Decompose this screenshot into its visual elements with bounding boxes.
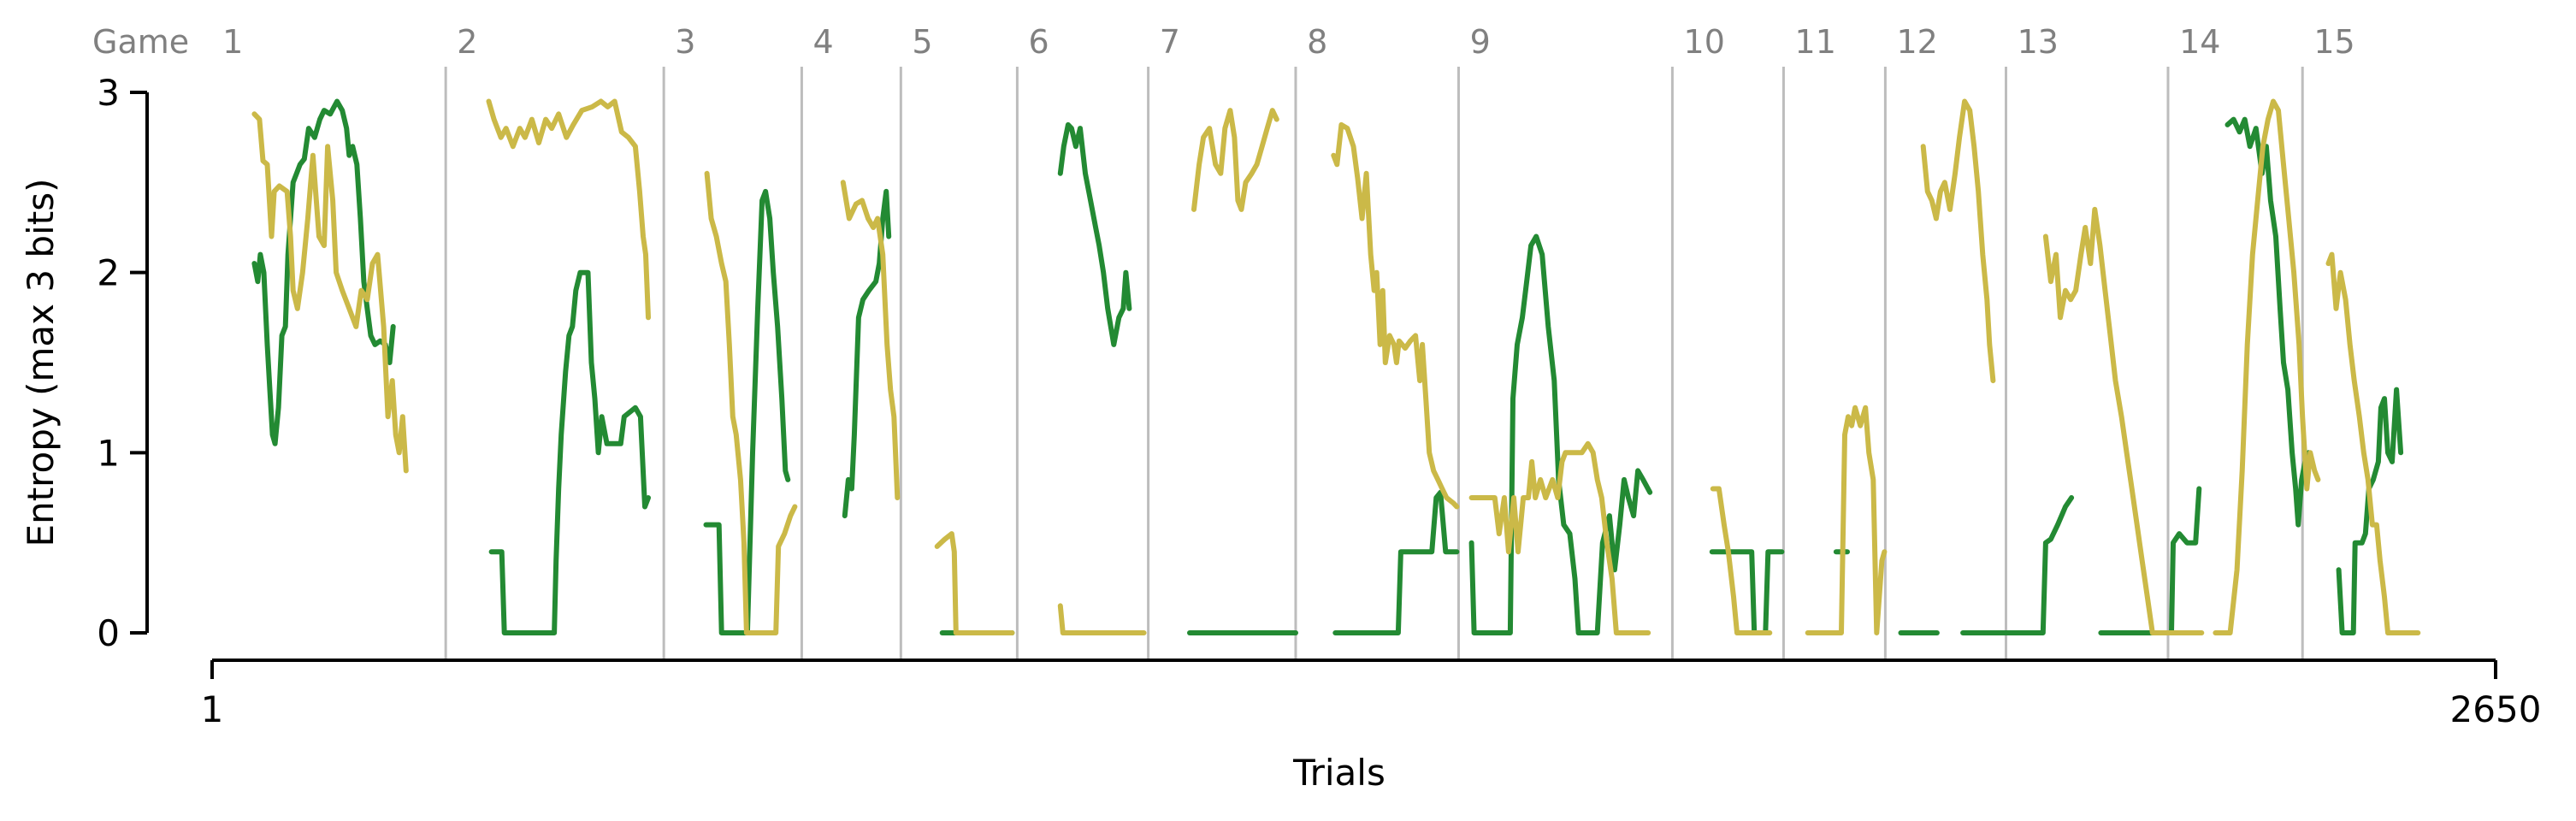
yellow-series-segment-5 xyxy=(934,531,1015,635)
green-series-segment-8 xyxy=(1332,489,1460,635)
yellow-series-segment-2 xyxy=(486,98,651,321)
game-label-11: 11 xyxy=(1795,23,1836,61)
green-series-segment-2 xyxy=(488,269,651,635)
green-series-segment-4 xyxy=(842,188,892,519)
game-label-6: 6 xyxy=(1029,23,1049,61)
green-series-segment-10 xyxy=(1709,549,1785,635)
x-tick-label-1: 1 xyxy=(201,688,224,730)
x-tick-label-2650: 2650 xyxy=(2450,688,2542,730)
game-label-3: 3 xyxy=(675,23,695,61)
green-series-segment-15 xyxy=(2224,116,2312,528)
game-label-2: 2 xyxy=(457,23,477,61)
yellow-series-segment-11 xyxy=(1805,405,1888,635)
game-header-label: Game xyxy=(92,23,189,61)
yellow-series-segment-8 xyxy=(1331,121,1460,510)
green-series-segment-3 xyxy=(703,188,791,635)
yellow-series-segment-15 xyxy=(2325,251,2421,635)
yellow-series-segment-4 xyxy=(840,180,901,500)
yellow-series-segment-13 xyxy=(2042,206,2205,635)
game-label-10: 10 xyxy=(1684,23,1725,61)
yellow-series-segment-3 xyxy=(704,170,798,635)
x-axis-ticks: 1 2650 xyxy=(201,660,2542,730)
yellow-series-segment-7 xyxy=(1191,108,1279,212)
game-label-7: 7 xyxy=(1160,23,1180,61)
yellow-series-segment-1 xyxy=(251,111,409,474)
game-label-8: 8 xyxy=(1307,23,1327,61)
game-label-15: 15 xyxy=(2313,23,2354,61)
game-label-5: 5 xyxy=(912,23,932,61)
green-series-segment-16 xyxy=(2336,387,2404,635)
yellow-series-segment-10 xyxy=(1710,486,1773,635)
yellow-series-segment-6 xyxy=(1057,603,1147,635)
green-series-segment-1 xyxy=(251,98,396,446)
game-label-13: 13 xyxy=(2018,23,2059,61)
game-label-12: 12 xyxy=(1896,23,1937,61)
green-series-segment-13 xyxy=(1960,495,2075,635)
game-label-14: 14 xyxy=(2179,23,2220,61)
y-tick-label-2: 2 xyxy=(97,252,120,294)
y-tick-label-0: 0 xyxy=(97,612,120,654)
yellow-series-segment-9 xyxy=(1468,440,1651,635)
yellow-series-segment-14 xyxy=(2213,98,2321,635)
game-labels: Game 1 2 3 4 5 6 7 8 9 10 11 12 13 14 15 xyxy=(92,23,2355,61)
y-tick-label-1: 1 xyxy=(97,432,120,474)
series-lines xyxy=(251,98,2421,635)
green-series-segment-6 xyxy=(1057,121,1132,347)
game-boundaries xyxy=(444,67,2304,660)
yellow-series-segment-12 xyxy=(1920,98,1996,384)
game-label-1: 1 xyxy=(222,23,243,61)
x-axis-label: Trials xyxy=(1292,752,1385,794)
green-series-segment-9 xyxy=(1468,233,1653,635)
axes: 0 1 2 3 1 2650 xyxy=(97,72,2541,730)
game-label-9: 9 xyxy=(1470,23,1491,61)
y-axis-ticks: 0 1 2 3 xyxy=(97,72,147,654)
y-axis-label: Entropy (max 3 bits) xyxy=(20,179,62,547)
y-tick-label-3: 3 xyxy=(97,72,120,114)
game-label-4: 4 xyxy=(813,23,834,61)
